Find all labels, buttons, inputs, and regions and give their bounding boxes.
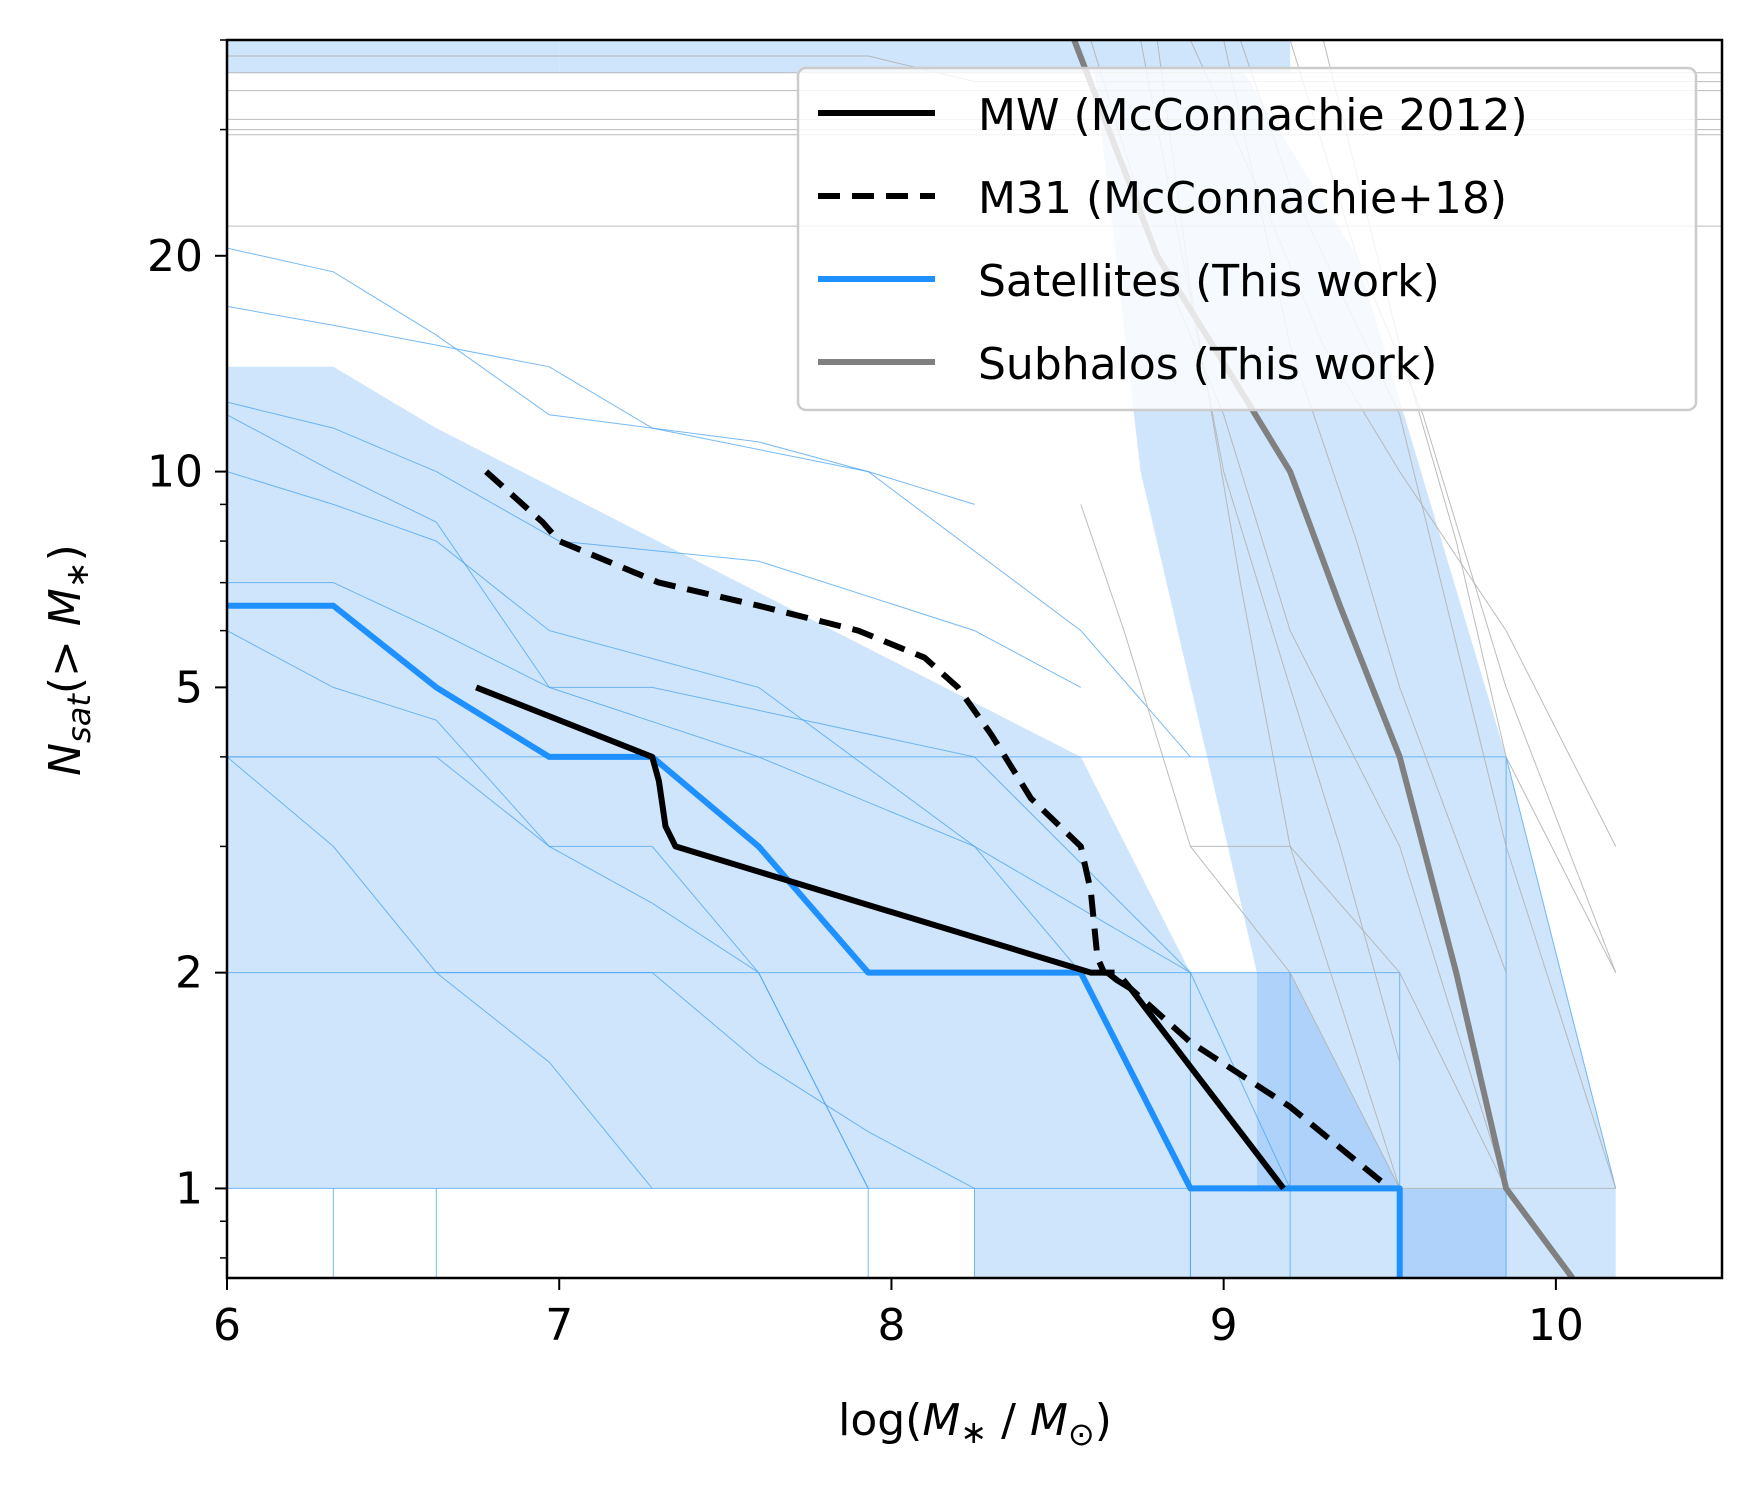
legend-label-subhalos: Subhalos (This work) [978,339,1437,390]
satellite-host-curve-1 [227,305,1191,758]
subhalo-host-curve-15 [1190,845,1507,1189]
y-tick-label-1: 1 [175,1163,203,1214]
legend: MW (McConnachie 2012) M31 (McConnachie+1… [796,66,1698,412]
y-tick-label-2: 2 [175,948,203,999]
m31-line [484,469,1392,1191]
legend-label-satellites: Satellites (This work) [978,256,1440,307]
legend-box [796,66,1698,412]
x-axis-ticks: 6 7 8 9 10 [213,1278,1584,1351]
y-axis-label: Nsat(> M∗) [40,544,98,776]
y-tick-label-5: 5 [175,662,203,713]
plot-frame [225,38,1724,1280]
x-axis-label: log(M∗ / M⊙) [838,1395,1112,1453]
x-tick-label-9: 9 [1210,1300,1238,1351]
x-tick-label-8: 8 [877,1300,905,1351]
legend-label-m31: M31 (McConnachie+18) [978,173,1507,224]
x-tick-label-10: 10 [1528,1300,1584,1351]
satellite-host-curve-4 [227,471,1291,1189]
satellites-median-line [227,602,1403,1278]
y-axis-ticks: 1 2 5 10 20 [147,39,227,1259]
legend-label-mw: MW (McConnachie 2012) [978,90,1528,141]
satellite-host-curve-5 [227,582,1082,973]
x-tick-label-6: 6 [213,1300,241,1351]
satellite-host-curve-21 [1505,756,1617,1189]
satellite-host-curve-2 [227,401,1082,688]
x-tick-label-7: 7 [545,1300,573,1351]
y-tick-label-10: 10 [147,447,203,498]
band-overlap-2 [1399,1188,1507,1278]
band-overlap-1 [1256,972,1400,1189]
y-tick-label-20: 20 [147,231,203,282]
main-series [227,40,1575,1278]
